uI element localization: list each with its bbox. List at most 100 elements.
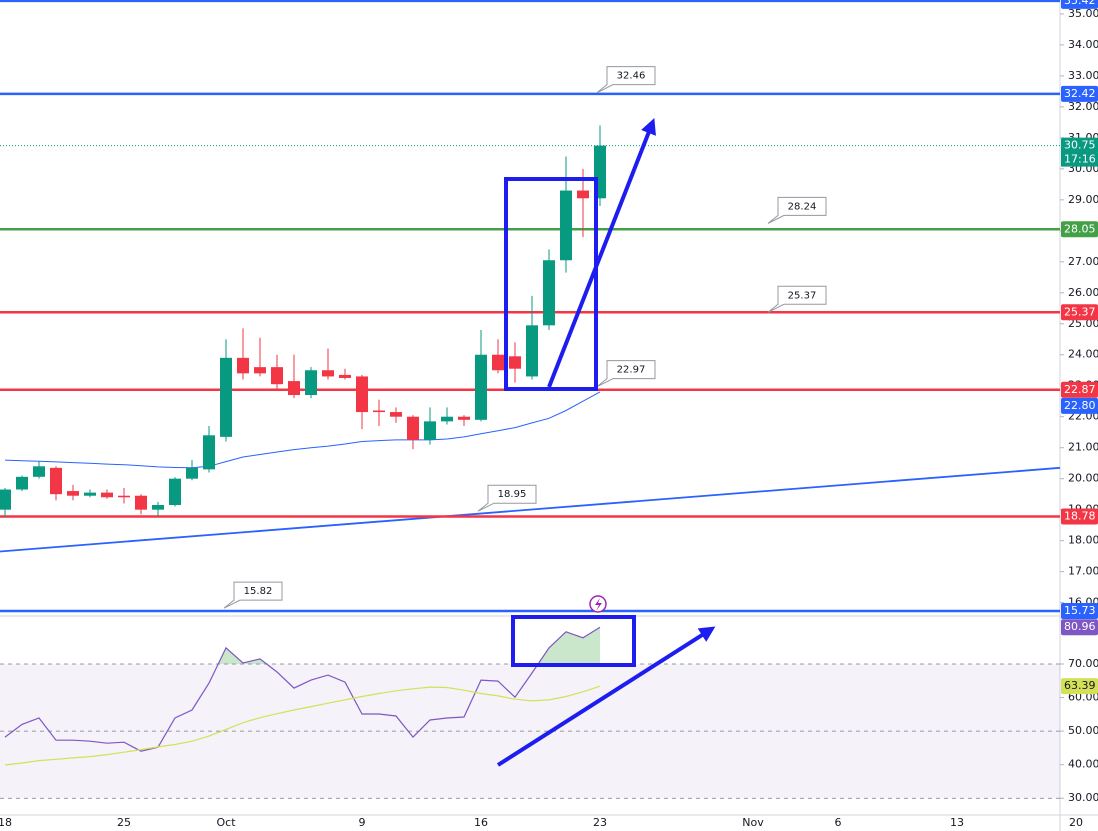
rsi-line xyxy=(4,685,601,766)
y-tick-label: 70.00 xyxy=(1068,657,1098,670)
value-label-box xyxy=(1061,678,1098,695)
price-label-box xyxy=(1061,602,1098,619)
price-label-box xyxy=(1061,381,1098,398)
y-tick-label: 50.00 xyxy=(1068,724,1098,737)
price-label: 32.42 xyxy=(1064,87,1096,100)
candle-body xyxy=(577,190,589,199)
price-label-box xyxy=(1061,221,1098,238)
y-tick-label: 18.00 xyxy=(1068,534,1098,547)
callout-box xyxy=(596,360,656,388)
candle-body xyxy=(288,381,300,396)
countdown: 17:16 xyxy=(1064,153,1096,166)
y-tick-label: 21.00 xyxy=(1068,441,1098,454)
x-tick-label: 23 xyxy=(593,816,607,829)
y-tick-label: 40.00 xyxy=(1068,758,1098,771)
candle-body xyxy=(169,478,181,506)
x-tick-label: Oct xyxy=(216,816,236,829)
candle-body xyxy=(152,505,164,510)
callout-box xyxy=(767,196,827,224)
candle-body xyxy=(84,492,96,496)
price-label: 35.42 xyxy=(1064,0,1096,7)
candle-body xyxy=(339,374,351,378)
price-label-box xyxy=(1061,304,1098,321)
callout: 32.46 xyxy=(596,66,656,94)
y-tick-label: 30.00 xyxy=(1068,791,1098,804)
callout-box xyxy=(596,66,656,94)
trendline xyxy=(0,466,1061,553)
candle-body xyxy=(305,370,317,396)
y-tick-label: 29.00 xyxy=(1068,193,1098,206)
candle-body xyxy=(543,260,555,326)
x-tick-label: Nov xyxy=(742,816,764,829)
price-label: 25.37 xyxy=(1064,305,1096,318)
candle-body xyxy=(560,190,572,261)
x-tick-label: 16 xyxy=(474,816,488,829)
callout-box xyxy=(477,484,537,512)
price-label: 15.73 xyxy=(1064,604,1096,617)
candle-body xyxy=(50,467,62,495)
callout-label: 18.95 xyxy=(498,489,527,500)
y-tick-label: 27.00 xyxy=(1068,255,1098,268)
x-tick-label: 9 xyxy=(359,816,366,829)
candle-body xyxy=(135,495,147,510)
price-label: 22.87 xyxy=(1064,383,1096,396)
candle-body xyxy=(407,416,419,440)
price-label-box xyxy=(1061,137,1098,154)
callout: 28.24 xyxy=(767,196,827,224)
rsi-line xyxy=(4,626,601,752)
y-tick-label: 33.00 xyxy=(1068,69,1098,82)
candle-body xyxy=(492,354,504,371)
candle-body xyxy=(220,357,232,437)
callout-box xyxy=(223,581,283,609)
callout: 25.37 xyxy=(767,285,827,313)
callout-box xyxy=(767,285,827,313)
price-label-box xyxy=(1061,508,1098,525)
candle-body xyxy=(0,489,11,510)
price-label: 30.75 xyxy=(1064,139,1096,152)
candle-body xyxy=(271,367,283,385)
value-label-box xyxy=(1061,619,1098,636)
callout-label: 22.97 xyxy=(617,365,646,376)
event-bolt xyxy=(595,598,602,611)
y-tick-label: 20.00 xyxy=(1068,472,1098,485)
value-label: 80.96 xyxy=(1064,620,1096,633)
candle-body xyxy=(67,491,79,496)
callout: 15.82 xyxy=(223,581,283,609)
callout: 22.97 xyxy=(596,360,656,388)
highlight-box xyxy=(504,177,598,391)
candle-body xyxy=(237,357,249,374)
rsi-highlight-box xyxy=(511,615,636,667)
candle-body xyxy=(458,416,470,420)
price-label-box xyxy=(1061,0,1098,9)
candle-body xyxy=(373,410,385,413)
rsi-arrow xyxy=(496,626,716,767)
candle-body xyxy=(33,466,45,477)
callout: 18.95 xyxy=(477,484,537,512)
candle-body xyxy=(254,367,266,374)
y-tick-label: 17.00 xyxy=(1068,565,1098,578)
callout-label: 15.82 xyxy=(244,586,273,597)
candle-body xyxy=(475,354,487,420)
callout-label: 32.46 xyxy=(617,71,646,82)
countdown-box xyxy=(1061,152,1098,167)
callout-label: 28.24 xyxy=(788,201,817,212)
x-tick-label: 13 xyxy=(950,816,964,829)
x-tick-label: 18 xyxy=(0,816,12,829)
price-label: 28.05 xyxy=(1064,222,1096,235)
x-tick-label: 20 xyxy=(1069,816,1083,829)
moving-average xyxy=(4,391,601,469)
candle-body xyxy=(390,412,402,417)
candle-body xyxy=(526,325,538,377)
value-label: 63.39 xyxy=(1064,679,1096,692)
candle-body xyxy=(509,356,521,369)
x-tick-label: 25 xyxy=(117,816,131,829)
candle-body xyxy=(322,370,334,377)
candle-body xyxy=(441,416,453,422)
callout-label: 25.37 xyxy=(788,290,817,301)
candle-body xyxy=(101,492,113,498)
x-tick-label: 6 xyxy=(835,816,842,829)
y-tick-label: 24.00 xyxy=(1068,348,1098,361)
